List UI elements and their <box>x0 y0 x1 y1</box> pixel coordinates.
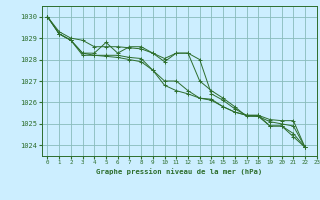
X-axis label: Graphe pression niveau de la mer (hPa): Graphe pression niveau de la mer (hPa) <box>96 168 262 175</box>
